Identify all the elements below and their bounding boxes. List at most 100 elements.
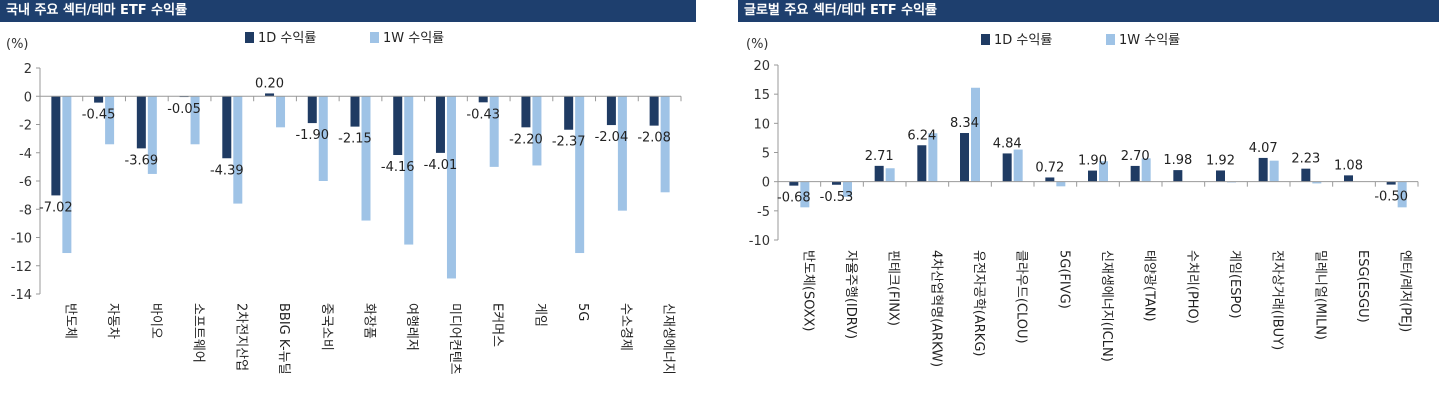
bar-1w (617, 96, 627, 211)
x-category-label: 신재생에너지(ICLN) (1099, 250, 1114, 362)
y-tick-label: 20 (753, 59, 770, 74)
x-category-label: 5G(FIVG) (1056, 250, 1071, 309)
bar-1d (649, 96, 659, 126)
data-label-1d: -0.43 (466, 107, 500, 122)
bar-1d (874, 165, 884, 182)
x-category-label: 엔터/레저(PEJ) (1398, 250, 1413, 332)
legend-swatch-2 (1106, 34, 1115, 45)
data-label-1d: 0.72 (1035, 160, 1064, 175)
bar-1d (521, 96, 531, 128)
bar-1d (564, 96, 574, 130)
x-category-label: 여행레저 (404, 303, 420, 351)
data-label-1d: 8.34 (950, 116, 979, 131)
bar-1d (1002, 153, 1012, 182)
x-category-label: 유전자공학(ARKG) (971, 250, 986, 356)
data-label-1d: -0.53 (820, 190, 854, 205)
bar-1d (435, 96, 445, 153)
bar-1d (94, 96, 104, 103)
bar-1d (1386, 181, 1396, 185)
y-tick-label: -2 (19, 119, 32, 134)
bar-1d (1216, 170, 1225, 182)
x-category-label: 게임 (532, 303, 547, 327)
data-label-1d: -4.16 (381, 160, 415, 175)
bar-1d (222, 96, 232, 159)
bar-1d (1301, 168, 1311, 182)
data-label-1d: 1.08 (1334, 158, 1363, 173)
bar-1w (971, 87, 980, 182)
legend-swatch-1 (981, 34, 990, 45)
data-label-1d: -0.05 (167, 102, 201, 117)
x-category-label: 5G (575, 303, 590, 321)
bar-1w (1269, 160, 1279, 182)
data-label-1d: -2.08 (637, 131, 671, 146)
bar-1w (233, 96, 243, 204)
bar-1w (147, 96, 157, 174)
legend-label-1: 1D 수익률 (994, 33, 1052, 48)
bar-1w (575, 96, 585, 254)
data-label-1d: 0.20 (255, 76, 284, 91)
domestic-etf-chart: (%) 1D 수익률 1W 수익률 2 0 -2 -4 -6 -8 -10 -12 -14 -7.02 반… (6, 31, 682, 375)
x-category-label: 자율주행(IDRV) (843, 250, 859, 339)
x-category-label: 4차산업혁명(ARKW) (928, 250, 943, 367)
domestic-chart-title: 국내 주요 섹터/테마 ETF 수익률 (0, 0, 696, 22)
bar-1d (265, 93, 275, 97)
data-label-1d: 4.07 (1249, 141, 1278, 156)
data-label-1d: -3.69 (125, 153, 159, 168)
bar-1w (1099, 161, 1108, 182)
y-tick-label: -10 (749, 234, 770, 249)
x-category-label: 태양광(TAN) (1142, 250, 1157, 322)
domestic-etf-chart-panel: 국내 주요 섹터/테마 ETF 수익률 (%) 1D 수익률 1W 수익률 2 0 -2 -… (0, 0, 696, 409)
bar-1w (1312, 181, 1322, 184)
bar-1w (1141, 158, 1151, 182)
x-category-label: 중국소비 (319, 303, 334, 351)
bar-1d (1344, 175, 1353, 182)
legend-swatch-1 (245, 32, 254, 43)
global-etf-chart: (%) 1D 수익률 1W 수익률 20 15 10 5 0 -5 -10 -0.68 반도체(SOX… (746, 33, 1419, 367)
bar-1w (885, 168, 895, 182)
x-category-label: 2차전지산업 (233, 303, 248, 371)
y-tick-label: 5 (762, 147, 770, 162)
bar-1w (1397, 181, 1407, 208)
bar-1d (1088, 170, 1097, 182)
data-label-1d: -2.15 (338, 132, 372, 147)
data-label-1d: -0.45 (82, 108, 116, 123)
bar-1d (307, 96, 317, 124)
data-label-1d: 1.90 (1078, 154, 1107, 169)
bar-1w (532, 96, 542, 166)
data-label-1d: -4.39 (210, 163, 244, 178)
bar-1w (105, 96, 115, 145)
data-label-1d: 2.70 (1121, 149, 1150, 164)
bar-1w (276, 96, 286, 128)
x-category-label: 수처리(PHO) (1184, 250, 1199, 324)
data-label-1d: 2.71 (865, 149, 894, 164)
bar-1d (1045, 177, 1055, 182)
x-category-label: 핀테크(FINX) (886, 250, 901, 326)
legend-label-1: 1D 수익률 (258, 31, 316, 46)
bar-1w (660, 96, 670, 193)
bar-1w (318, 96, 328, 181)
data-label-1d: 4.84 (993, 136, 1022, 151)
bar-1w (190, 96, 200, 145)
bar-1d (960, 133, 969, 182)
data-label-1d: -0.68 (777, 191, 811, 206)
x-category-label: 신재생에너지 (661, 303, 676, 375)
x-category-label: 소프트웨어 (191, 303, 206, 363)
y-tick-label: -12 (11, 260, 32, 275)
bar-1w (361, 96, 371, 221)
y-tick-label: -6 (19, 175, 32, 190)
y-tick-label: -8 (19, 203, 32, 218)
y-tick-label: 0 (24, 90, 32, 105)
global-etf-chart-panel: 글로벌 주요 섹터/테마 ETF 수익률 (%) 1D 수익률 1W 수익률 20 15… (738, 0, 1439, 409)
x-category-label: 클라우드(CLOU) (1014, 250, 1029, 344)
data-label-1d: 2.23 (1291, 152, 1320, 167)
bar-1w (800, 181, 810, 208)
bar-1d (478, 96, 488, 103)
bar-1w (928, 133, 938, 182)
bar-1d (832, 181, 841, 185)
bar-1d (1173, 170, 1183, 182)
bar-1w (1056, 181, 1066, 187)
data-label-1d: -7.02 (39, 200, 73, 215)
x-category-label: 밀레니얼(MILN) (1312, 250, 1327, 340)
legend: 1D 수익률 1W 수익률 (245, 31, 444, 46)
data-label-1d: -4.01 (424, 158, 458, 173)
